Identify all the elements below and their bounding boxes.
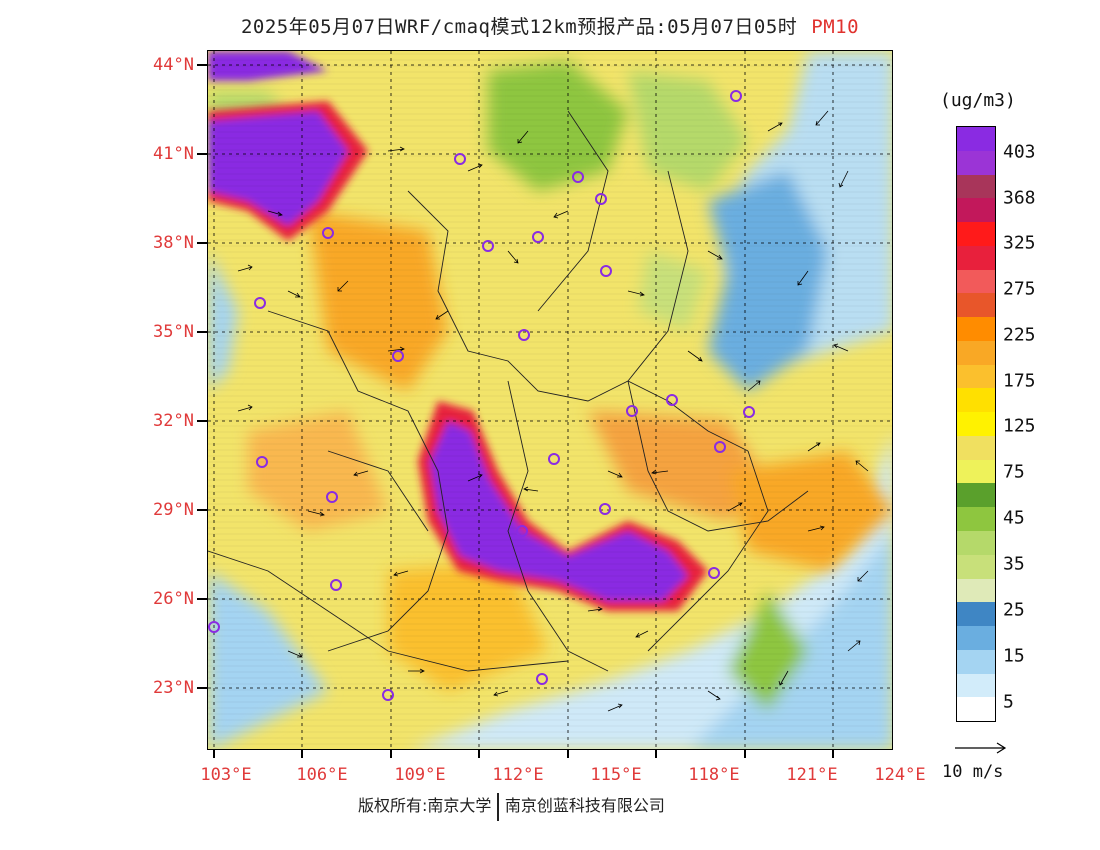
legend-swatch [957, 649, 995, 674]
legend-swatch [957, 697, 995, 722]
title-main: 2025年05月07日WRF/cmaq模式12km预报产品:05月07日05时 [240, 16, 798, 38]
monitoring-stations [208, 90, 755, 701]
legend-swatch [957, 222, 995, 246]
legend-swatch [957, 317, 995, 341]
lon-label: 106°E [296, 765, 348, 785]
legend-label: 225 [1003, 324, 1036, 346]
legend-label: 15 [1003, 645, 1025, 667]
lat-label: 26°N [153, 589, 194, 609]
legend-label: 75 [1003, 461, 1025, 483]
legend-label: 175 [1003, 370, 1036, 392]
legend-swatch [957, 127, 995, 151]
legend-swatch [957, 269, 995, 294]
legend-label: 275 [1003, 278, 1036, 300]
lon-label: 121°E [786, 765, 838, 785]
lon-label: 124°E [874, 765, 926, 785]
lat-tick [197, 331, 207, 333]
legend-label: 5 [1003, 691, 1014, 713]
legend-swatch [957, 554, 995, 579]
lat-label: 38°N [153, 233, 194, 253]
legend-swatch [957, 483, 995, 508]
pm10-map [208, 51, 892, 749]
lon-tick [390, 750, 392, 758]
legend-swatch [957, 150, 995, 175]
legend-swatch [957, 388, 995, 413]
title-pollutant: PM10 [811, 16, 860, 38]
legend-swatch [957, 507, 995, 532]
legend-swatch [957, 293, 995, 318]
lon-tick [213, 750, 215, 758]
lon-label: 109°E [394, 765, 446, 785]
lat-label: 29°N [153, 500, 194, 520]
map-title: 2025年05月07日WRF/cmaq模式12km预报产品:05月07日05时 P… [0, 12, 1100, 39]
legend-label: 403 [1003, 141, 1036, 163]
legend-swatch [957, 673, 995, 698]
legend-unit: (ug/m3) [940, 90, 1016, 111]
legend-label: 368 [1003, 187, 1036, 209]
lon-label: 118°E [688, 765, 740, 785]
admin-boundaries [208, 110, 809, 672]
lat-tick [197, 598, 207, 600]
legend-label: 45 [1003, 507, 1025, 529]
lon-label: 103°E [200, 765, 252, 785]
legend-swatch [957, 198, 995, 223]
lat-label: 23°N [153, 678, 194, 698]
legend-label: 25 [1003, 599, 1025, 621]
lat-tick [197, 420, 207, 422]
lat-tick [197, 64, 207, 66]
lat-tick [197, 509, 207, 511]
wind-reference-arrow-icon [955, 742, 1007, 754]
legend-swatch [957, 602, 995, 627]
lat-label: 44°N [153, 55, 194, 75]
lon-tick [567, 750, 569, 758]
legend-swatch [957, 174, 995, 199]
copyright-footer: 版权所有:南京大学 南京创蓝科技有限公司 [358, 792, 665, 821]
legend-swatch [957, 364, 995, 389]
footer-right: 南京创蓝科技有限公司 [504, 796, 665, 815]
legend-label: 125 [1003, 415, 1036, 437]
lat-label: 32°N [153, 411, 194, 431]
lon-tick [478, 750, 480, 758]
lat-tick [197, 242, 207, 244]
lon-tick [301, 750, 303, 758]
legend-label: 325 [1003, 232, 1036, 254]
legend-swatch [957, 578, 995, 603]
lat-label: 41°N [153, 144, 194, 164]
lat-tick [197, 153, 207, 155]
legend-swatch [957, 626, 995, 650]
lon-label: 112°E [492, 765, 544, 785]
legend-swatch [957, 435, 995, 460]
lon-tick [744, 750, 746, 758]
color-legend [956, 126, 996, 722]
legend-label: 35 [1003, 553, 1025, 575]
legend-swatch [957, 531, 995, 555]
lon-tick [832, 750, 834, 758]
lon-label: 115°E [590, 765, 642, 785]
lat-tick [197, 687, 207, 689]
footer-divider [497, 792, 499, 821]
legend-swatch [957, 412, 995, 436]
lat-label: 35°N [153, 322, 194, 342]
footer-left: 版权所有:南京大学 [358, 796, 492, 815]
map-panel [207, 50, 893, 750]
legend-swatch [957, 340, 995, 365]
legend-swatch [957, 459, 995, 484]
wind-vectors [237, 110, 869, 712]
graticule [208, 51, 892, 749]
wind-reference-label: 10 m/s [942, 762, 1004, 782]
lon-tick [655, 750, 657, 758]
legend-swatch [957, 245, 995, 270]
